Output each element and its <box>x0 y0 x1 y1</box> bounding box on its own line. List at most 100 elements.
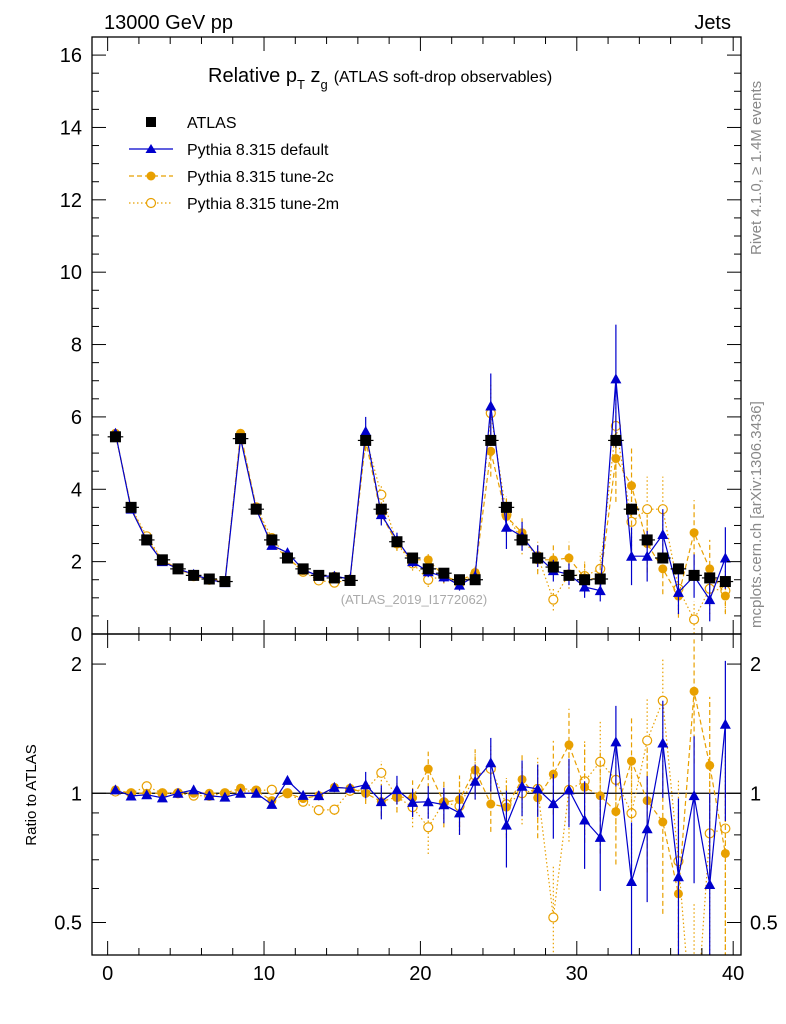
main-point-default <box>485 400 497 411</box>
ratio-point-default <box>141 789 153 800</box>
main-point-atlas <box>219 576 231 588</box>
main-point-tune-2m <box>642 504 653 515</box>
ratio-point-tune-2c <box>564 740 574 750</box>
main-point-default <box>500 521 512 532</box>
main-y-tick-label: 4 <box>71 479 82 501</box>
process-label: Jets <box>694 12 731 34</box>
rivet-version-label: Rivet 4.1.0, ≥ 1.4M events <box>748 81 765 255</box>
ratio-series-default <box>109 660 731 955</box>
main-y-tick-label: 0 <box>71 624 82 646</box>
ratio-point-tune-2c <box>611 807 621 817</box>
main-point-default <box>594 585 606 596</box>
main-point-atlas <box>360 434 372 446</box>
ratio-point-default <box>344 782 356 793</box>
main-point-atlas <box>438 567 450 579</box>
x-tick-label: 0 <box>102 963 113 985</box>
legend-marker-tune-2c <box>146 171 156 181</box>
ratio-point-tune-2m <box>548 912 559 923</box>
legend-label-atlas: ATLAS <box>187 115 237 132</box>
ratio-point-tune-2m <box>313 805 324 816</box>
main-point-default <box>672 586 684 597</box>
ratio-point-default <box>704 879 716 890</box>
ratio-point-default <box>407 796 419 807</box>
ratio-point-default <box>563 784 575 795</box>
ratio-point-default <box>626 875 638 886</box>
mcplots-credit-label: mcplots.cern.ch [arXiv:1306.3436] <box>748 401 765 628</box>
ratio-point-tune-2c <box>720 848 730 858</box>
main-point-atlas <box>579 574 591 586</box>
ratio-point-default <box>672 871 684 882</box>
ratio-point-default <box>281 774 293 785</box>
main-point-atlas <box>485 434 497 446</box>
ratio-point-default <box>172 787 184 798</box>
main-point-atlas <box>704 572 716 584</box>
legend-label-tune-2m: Pythia 8.315 tune-2m <box>187 196 339 213</box>
ratio-point-default <box>594 831 606 842</box>
main-point-atlas <box>422 563 434 575</box>
ratio-point-default <box>500 819 512 830</box>
main-point-atlas <box>563 569 575 581</box>
x-tick-label: 20 <box>409 963 431 985</box>
main-point-atlas <box>203 573 215 585</box>
ratio-point-default <box>688 790 700 801</box>
ratio-point-tune-2c <box>423 764 433 774</box>
ratio-point-default <box>438 799 450 810</box>
ratio-point-default <box>328 781 340 792</box>
main-line-tune-2m <box>114 413 726 621</box>
analysis-id-label: (ATLAS_2019_I1772062) <box>341 592 487 607</box>
main-point-atlas <box>516 534 528 546</box>
main-y-tick-label: 8 <box>71 335 82 357</box>
ratio-point-tune-2c <box>486 799 496 809</box>
main-point-atlas <box>672 563 684 575</box>
legend-marker-default <box>145 144 157 153</box>
ratio-point-default <box>719 718 731 729</box>
legend-marker-tune-2m <box>145 197 157 209</box>
legend-entry-atlas: ATLAS <box>146 115 237 132</box>
main-point-atlas <box>610 434 622 446</box>
main-point-atlas <box>328 572 340 584</box>
ratio-line-tune-2m <box>115 700 726 955</box>
legend-label-tune-2c: Pythia 8.315 tune-2c <box>187 169 334 186</box>
ratio-point-default <box>297 789 309 800</box>
ratio-point-default <box>657 737 669 748</box>
ratio-series-tune-2c <box>110 639 730 955</box>
main-point-atlas <box>469 574 481 586</box>
main-point-atlas <box>109 431 121 443</box>
ratio-point-default <box>469 775 481 786</box>
x-tick-label: 30 <box>566 963 588 985</box>
ratio-y-tick-label-left: 1 <box>71 783 82 805</box>
main-point-tune-2c <box>705 564 715 574</box>
main-series-tune-2c <box>110 415 730 618</box>
main-point-atlas <box>250 503 262 515</box>
ratio-point-default <box>375 796 387 807</box>
ratio-y-tick-label-right: 2 <box>750 654 761 676</box>
main-point-atlas <box>344 574 356 586</box>
ratio-point-default <box>516 780 528 791</box>
ratio-point-default <box>219 791 231 802</box>
ratio-point-default <box>610 736 622 747</box>
title-z-subscript: g <box>320 77 327 92</box>
ratio-point-default <box>203 790 215 801</box>
main-point-atlas <box>594 573 606 585</box>
main-y-tick-label: 10 <box>60 262 82 284</box>
legend-entry-default: Pythia 8.315 default <box>129 142 329 159</box>
ratio-point-default <box>266 798 278 809</box>
title-z: z <box>305 65 321 87</box>
ratio-point-tune-2m <box>642 735 653 746</box>
main-point-atlas <box>641 534 653 546</box>
main-point-atlas <box>313 569 325 581</box>
main-point-atlas <box>657 552 669 564</box>
main-point-tune-2c <box>658 564 668 574</box>
ratio-point-default <box>485 757 497 768</box>
title-subscript: T <box>297 77 305 92</box>
main-point-atlas <box>235 433 247 445</box>
main-point-default <box>657 529 669 539</box>
main-point-atlas <box>719 576 731 588</box>
main-point-default <box>719 552 731 563</box>
ratio-panel <box>92 639 741 955</box>
title-tail: (ATLAS soft-drop observables) <box>334 69 552 86</box>
ratio-point-tune-2m <box>329 804 340 815</box>
ratio-point-default <box>391 784 403 795</box>
ratio-point-default <box>579 814 591 825</box>
